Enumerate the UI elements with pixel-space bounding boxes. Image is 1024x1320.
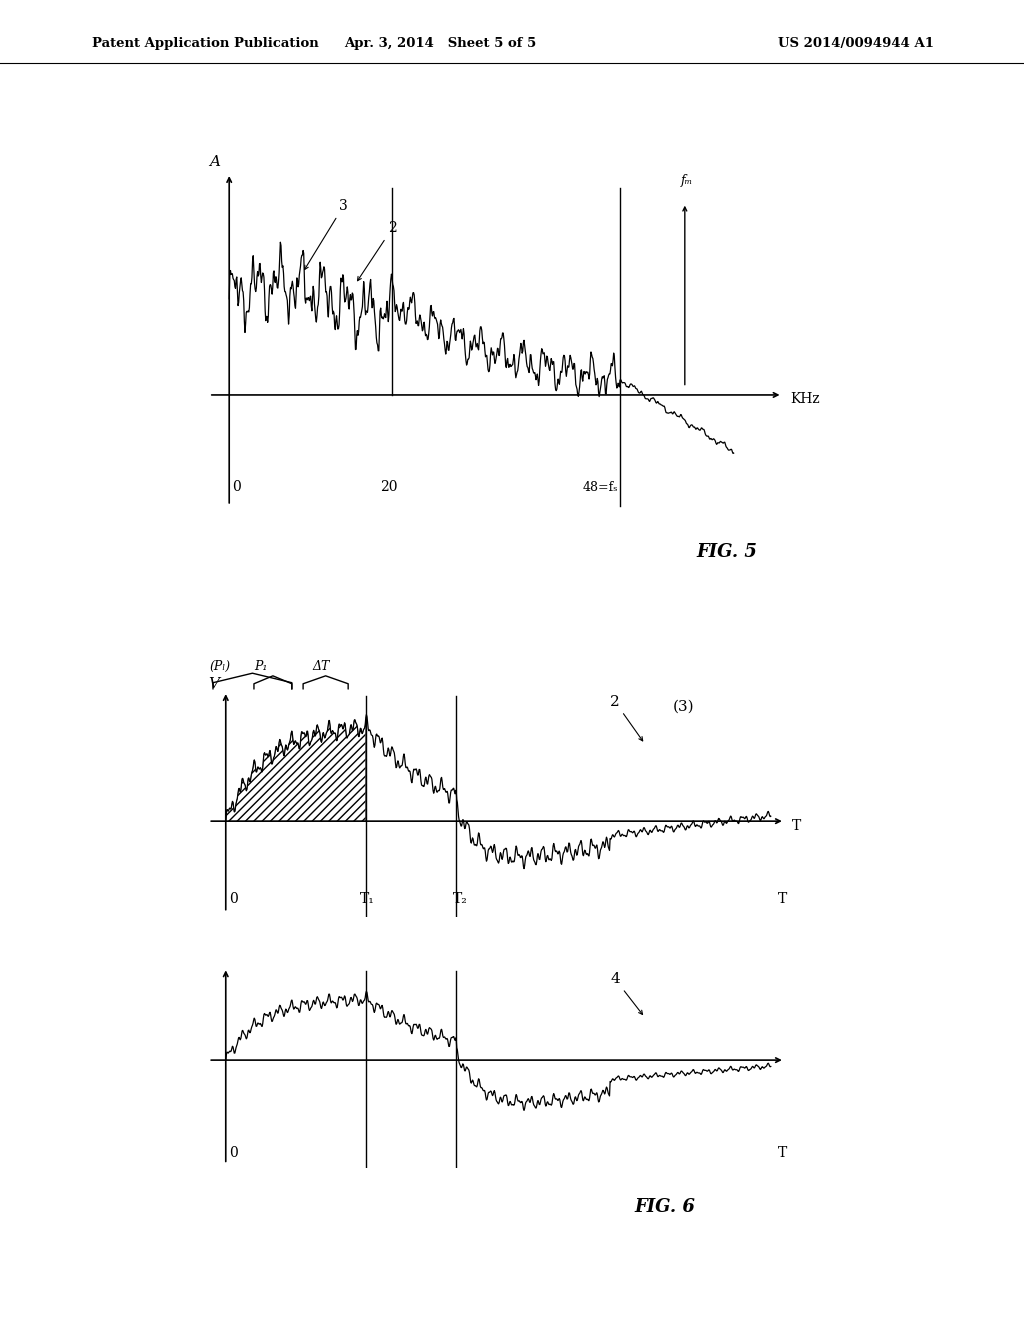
Text: Patent Application Publication: Patent Application Publication [92,37,318,50]
Text: P₁: P₁ [254,660,267,673]
Text: US 2014/0094944 A1: US 2014/0094944 A1 [778,37,934,50]
Text: T₂: T₂ [453,892,468,906]
Text: FIG. 6: FIG. 6 [635,1197,695,1216]
Text: (Pₗ): (Pₗ) [210,660,231,673]
Text: ΔT: ΔT [312,660,330,673]
Text: 20: 20 [380,480,397,494]
Text: 0: 0 [229,1146,238,1159]
Text: V: V [208,677,219,692]
Text: Apr. 3, 2014   Sheet 5 of 5: Apr. 3, 2014 Sheet 5 of 5 [344,37,537,50]
Text: 0: 0 [231,480,241,494]
Text: 4: 4 [610,972,642,1015]
Text: 2: 2 [610,694,643,741]
Text: (3): (3) [673,700,694,714]
Text: KHz: KHz [791,392,820,405]
Text: 0: 0 [229,892,238,906]
Text: 3: 3 [304,199,348,269]
Text: T: T [792,818,801,833]
Text: FIG. 5: FIG. 5 [696,543,757,561]
Text: fₘ: fₘ [681,174,693,187]
Text: T₁: T₁ [359,892,375,906]
Text: 48=fₛ: 48=fₛ [583,480,618,494]
Text: A: A [209,156,220,169]
Text: T: T [778,1146,787,1159]
Text: 2: 2 [357,222,396,281]
Text: T: T [778,892,787,906]
